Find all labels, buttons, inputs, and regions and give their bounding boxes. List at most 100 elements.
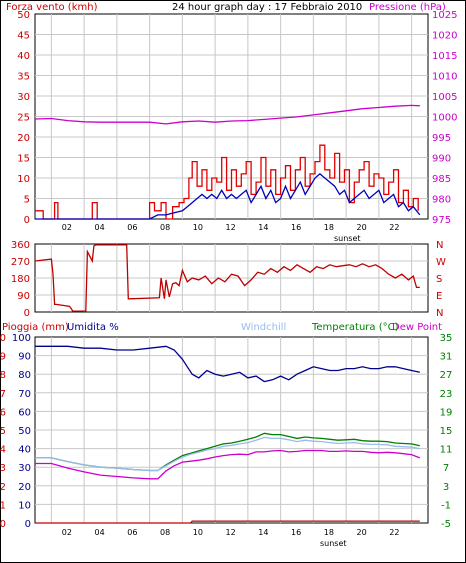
temperature-axis-label: Temperatura (°C) — [311, 322, 399, 333]
y-tick-label-right: 985 — [432, 174, 451, 185]
x-tick-label: 16 — [291, 223, 301, 232]
y-tick-label-left: 40 — [17, 51, 30, 62]
x-tick-label: 18 — [324, 223, 334, 232]
pressure-axis-label: Pressione (hPa) — [369, 2, 446, 13]
y-tick-label-right: 995 — [432, 133, 451, 144]
humidity-tick-label: 0 — [25, 519, 31, 530]
compass-tick-label: N — [436, 308, 443, 319]
x-tick-label: 14 — [258, 223, 268, 232]
wind-direction-line — [34, 244, 420, 312]
temperature-tick-label: 23 — [440, 389, 453, 400]
y-tick-label-right: 1000 — [432, 113, 457, 124]
compass-tick-label: N — [436, 240, 443, 251]
humidity-tick-label: 50 — [18, 426, 31, 437]
rain-tick-label: 7 — [0, 389, 6, 400]
y-tick-label-right: 1005 — [432, 92, 457, 103]
x-tick-label: 10 — [193, 528, 203, 537]
y-tick-label-left: 50 — [17, 10, 30, 21]
x-tick-label: 08 — [160, 223, 170, 232]
x-tick-label: 04 — [95, 223, 105, 232]
rain-axis-label: Pioggia (mm) — [2, 322, 69, 333]
x-tick-label: 06 — [127, 528, 137, 537]
direction-tick-label: 270 — [11, 257, 30, 268]
humidity-tick-label: 80 — [18, 370, 31, 381]
x-tick-label: 22 — [389, 528, 399, 537]
temperature-tick-label: 19 — [440, 407, 453, 418]
x-tick-label: 10 — [193, 223, 203, 232]
rain-tick-label: 9 — [0, 352, 6, 363]
compass-tick-label: W — [436, 257, 446, 268]
humidity-temperature-panel: 0123456789100102030405060708090100-5-137… — [0, 333, 452, 537]
wind-average-line — [35, 173, 421, 220]
humidity-tick-label: 30 — [18, 463, 31, 474]
temperature-tick-label: 11 — [440, 445, 453, 456]
x-tick-label: 22 — [389, 223, 399, 232]
humidity-tick-label: 70 — [18, 389, 31, 400]
y-tick-label-left: 35 — [17, 72, 30, 83]
direction-tick-label: 180 — [11, 274, 30, 285]
rain-tick-label: 5 — [0, 426, 6, 437]
rain-tick-label: 0 — [0, 519, 6, 530]
x-tick-label: 12 — [226, 528, 236, 537]
x-tick-label: 20 — [357, 223, 367, 232]
rain-tick-label: 6 — [0, 407, 6, 418]
humidity-tick-label: 60 — [18, 407, 31, 418]
wind-pressure-panel: 0510152025303540455097598098599099510001… — [17, 10, 457, 232]
y-tick-label-left: 0 — [24, 215, 30, 226]
compass-tick-label: E — [436, 291, 442, 302]
pressure-line — [34, 104, 420, 125]
humidity-tick-label: 10 — [18, 500, 31, 511]
direction-tick-label: 90 — [17, 291, 30, 302]
direction-tick-label: 0 — [24, 308, 30, 319]
humidity-line — [35, 345, 420, 383]
windchill-label: Windchill — [241, 322, 286, 333]
temperature-tick-label: 27 — [440, 370, 453, 381]
y-tick-label-right: 1020 — [432, 31, 457, 42]
x-tick-label: 20 — [357, 528, 367, 537]
rain-tick-label: 4 — [0, 445, 6, 456]
x-tick-label: 08 — [160, 528, 170, 537]
humidity-tick-label: 100 — [12, 333, 31, 344]
sunset-marker-bottom: sunset — [320, 539, 347, 548]
x-tick-label: 16 — [291, 528, 301, 537]
dew-point-line — [35, 449, 421, 480]
wind-axis-label: Forza vento (kmh) — [6, 2, 98, 13]
y-tick-label-right: 1010 — [432, 72, 457, 83]
temperature-tick-label: -5 — [441, 519, 451, 530]
dew-point-label: Dew Point — [392, 322, 442, 333]
x-tick-label: 12 — [226, 223, 236, 232]
humidity-tick-label: 20 — [18, 482, 31, 493]
direction-tick-label: 360 — [11, 240, 30, 251]
compass-tick-label: S — [436, 274, 442, 285]
y-tick-label-right: 1015 — [432, 51, 457, 62]
y-tick-label-left: 10 — [17, 174, 30, 185]
y-tick-label-left: 15 — [17, 154, 30, 165]
y-tick-label-left: 5 — [24, 195, 30, 206]
humidity-axis-label: Umidita % — [67, 322, 119, 333]
temperature-tick-label: 15 — [440, 426, 453, 437]
y-tick-label-right: 990 — [432, 154, 451, 165]
y-tick-label-right: 1025 — [432, 10, 457, 21]
y-tick-label-left: 20 — [17, 133, 30, 144]
temperature-tick-label: 3 — [443, 482, 449, 493]
x-tick-label: 04 — [95, 528, 105, 537]
y-tick-label-left: 30 — [17, 92, 30, 103]
temperature-tick-label: 35 — [440, 333, 453, 344]
x-tick-label: 14 — [258, 528, 268, 537]
temperature-tick-label: 7 — [443, 463, 449, 474]
y-tick-label-right: 980 — [432, 195, 451, 206]
y-tick-label-left: 25 — [17, 113, 30, 124]
rain-tick-label: 1 — [0, 500, 6, 511]
windchill-line — [35, 436, 420, 472]
x-tick-label: 02 — [62, 528, 72, 537]
temperature-tick-label: -1 — [441, 500, 451, 511]
rain-tick-label: 10 — [0, 333, 6, 344]
x-tick-label: 18 — [324, 528, 334, 537]
humidity-tick-label: 40 — [18, 445, 31, 456]
x-tick-label: 02 — [62, 223, 72, 232]
temperature-tick-label: 31 — [440, 352, 453, 363]
rain-tick-label: 3 — [0, 463, 6, 474]
sunset-marker-top: sunset — [334, 234, 361, 243]
